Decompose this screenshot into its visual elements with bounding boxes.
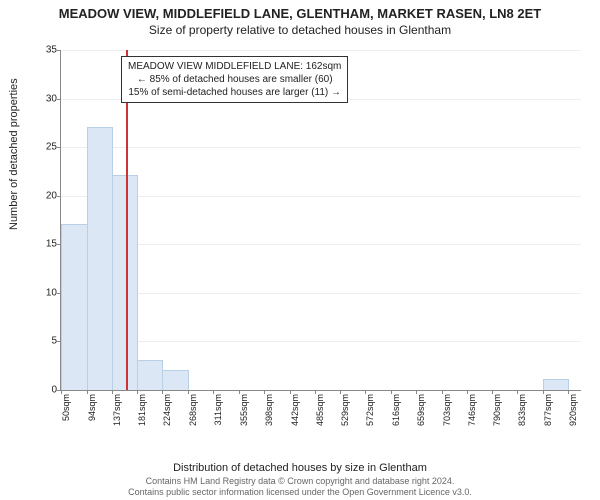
gridline [61, 196, 581, 197]
ytick-label: 25 [27, 142, 57, 153]
ytick-label: 10 [27, 287, 57, 298]
xtick-label: 50sqm [61, 394, 71, 421]
ytick-label: 20 [27, 190, 57, 201]
xtick-label: 181sqm [137, 394, 147, 426]
annotation-line: MEADOW VIEW MIDDLEFIELD LANE: 162sqm [128, 60, 341, 73]
xtick-label: 224sqm [162, 394, 172, 426]
plot-region: 0510152025303550sqm94sqm137sqm181sqm224s… [60, 50, 581, 391]
xtick-label: 311sqm [213, 394, 223, 425]
gridline [61, 147, 581, 148]
annotation-line: ← 85% of detached houses are smaller (60… [128, 73, 341, 86]
gridline [61, 293, 581, 294]
xtick-label: 529sqm [340, 394, 350, 426]
xtick-label: 920sqm [568, 394, 578, 426]
footer-attribution: Contains HM Land Registry data © Crown c… [0, 476, 600, 498]
xtick-label: 355sqm [239, 394, 249, 426]
y-axis-label: Number of detached properties [8, 78, 20, 230]
histogram-bar [87, 127, 113, 390]
gridline [61, 244, 581, 245]
histogram-bar [137, 360, 163, 390]
xtick-label: 572sqm [365, 394, 375, 426]
xtick-label: 94sqm [87, 394, 97, 421]
xtick-label: 137sqm [112, 394, 122, 426]
xtick-label: 877sqm [543, 394, 553, 426]
ytick-label: 0 [27, 385, 57, 396]
xtick-label: 833sqm [517, 394, 527, 426]
xtick-label: 746sqm [467, 394, 477, 426]
histogram-bar [543, 379, 569, 390]
ytick-mark [57, 50, 61, 51]
histogram-bar [112, 175, 139, 390]
xtick-label: 268sqm [188, 394, 198, 426]
page-title: MEADOW VIEW, MIDDLEFIELD LANE, GLENTHAM,… [0, 0, 600, 21]
xtick-label: 442sqm [290, 394, 300, 426]
footer-line-1: Contains HM Land Registry data © Crown c… [0, 476, 600, 487]
histogram-bar [162, 370, 189, 390]
ytick-label: 15 [27, 239, 57, 250]
gridline [61, 341, 581, 342]
ytick-label: 5 [27, 336, 57, 347]
xtick-label: 790sqm [492, 394, 502, 426]
chart-container: MEADOW VIEW, MIDDLEFIELD LANE, GLENTHAM,… [0, 0, 600, 500]
ytick-mark [57, 147, 61, 148]
ytick-mark [57, 99, 61, 100]
xtick-label: 616sqm [391, 394, 401, 426]
annotation-box: MEADOW VIEW MIDDLEFIELD LANE: 162sqm← 85… [121, 56, 348, 103]
xtick-label: 659sqm [416, 394, 426, 426]
page-subtitle: Size of property relative to detached ho… [0, 21, 600, 37]
ytick-label: 35 [27, 45, 57, 56]
footer-line-2: Contains public sector information licen… [0, 487, 600, 498]
ytick-label: 30 [27, 93, 57, 104]
xtick-label: 485sqm [315, 394, 325, 426]
chart-area: 0510152025303550sqm94sqm137sqm181sqm224s… [60, 50, 580, 420]
gridline [61, 50, 581, 51]
annotation-line: 15% of semi-detached houses are larger (… [128, 86, 341, 99]
xtick-label: 398sqm [264, 394, 274, 426]
ytick-mark [57, 196, 61, 197]
xtick-label: 703sqm [442, 394, 452, 426]
histogram-bar [61, 224, 88, 390]
x-axis-label: Distribution of detached houses by size … [0, 462, 600, 474]
